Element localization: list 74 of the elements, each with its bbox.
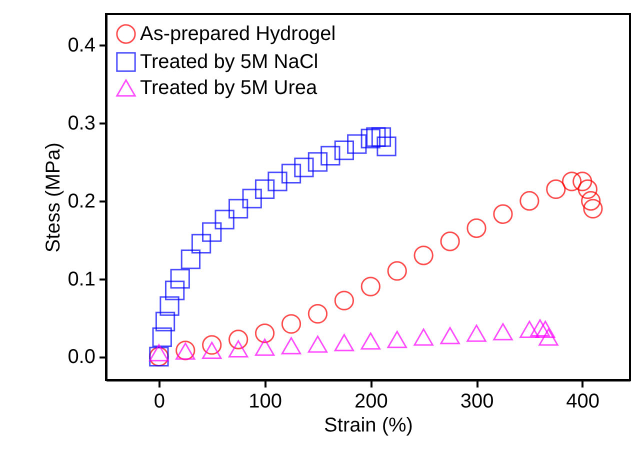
point (387, 330, 407, 348)
legend-label: Treated by 5M NaCl (140, 51, 318, 73)
point (242, 188, 262, 208)
point (281, 314, 302, 334)
point (155, 312, 176, 332)
point (360, 128, 380, 148)
point (254, 323, 275, 344)
point (572, 172, 592, 192)
point (202, 335, 222, 355)
point (164, 280, 185, 300)
y-tick-label: 0.2 (68, 190, 96, 212)
point (268, 172, 288, 192)
point (578, 179, 598, 200)
y-tick-label: 0.4 (68, 34, 96, 57)
point (228, 340, 248, 358)
legend-label: Treated by 5M Urea (140, 77, 318, 99)
x-axis-title: Strain (%) (324, 414, 413, 436)
point (538, 328, 558, 346)
point (530, 319, 550, 336)
y-tick-label: 0.0 (68, 346, 96, 368)
point (180, 249, 201, 270)
point (376, 136, 396, 156)
point (520, 191, 540, 211)
point (546, 179, 566, 200)
point (149, 344, 169, 362)
point (254, 179, 275, 200)
point (440, 232, 460, 252)
point (308, 304, 328, 324)
point (228, 198, 248, 219)
point (202, 222, 222, 242)
point (281, 164, 302, 184)
point (360, 276, 380, 296)
point (170, 268, 190, 289)
point (334, 334, 354, 352)
point (294, 158, 314, 178)
point (334, 140, 354, 160)
point (202, 342, 222, 360)
point (414, 246, 434, 266)
point (535, 320, 556, 338)
point (583, 198, 603, 218)
x-tick-label: 400 (566, 390, 600, 412)
x-tick-label: 200 (354, 390, 388, 412)
point (366, 127, 386, 147)
point (581, 191, 601, 211)
point (320, 146, 340, 166)
point (281, 337, 302, 354)
point (191, 234, 212, 254)
legend-label: As-prepared Hydrogel (140, 23, 336, 45)
point (152, 327, 172, 348)
x-tick-label: 100 (248, 390, 282, 412)
point (254, 338, 275, 356)
point (414, 328, 434, 346)
point (228, 330, 248, 350)
point (466, 218, 486, 238)
point (440, 326, 460, 344)
y-tick-label: 0.1 (68, 268, 96, 290)
point (371, 127, 392, 147)
point (562, 172, 582, 192)
point (493, 204, 513, 224)
point (214, 210, 234, 230)
x-tick-label: 0 (154, 390, 165, 412)
y-axis-title: Stess (MPa) (42, 142, 65, 253)
point (347, 134, 367, 154)
point (466, 324, 486, 342)
point (360, 332, 380, 350)
y-tick-label: 0.3 (68, 112, 96, 135)
point (334, 290, 354, 310)
point (160, 296, 180, 316)
point (520, 320, 540, 338)
point (493, 323, 513, 340)
point (308, 152, 328, 172)
point (308, 336, 328, 353)
x-tick-label: 300 (460, 390, 494, 412)
point (387, 261, 407, 281)
